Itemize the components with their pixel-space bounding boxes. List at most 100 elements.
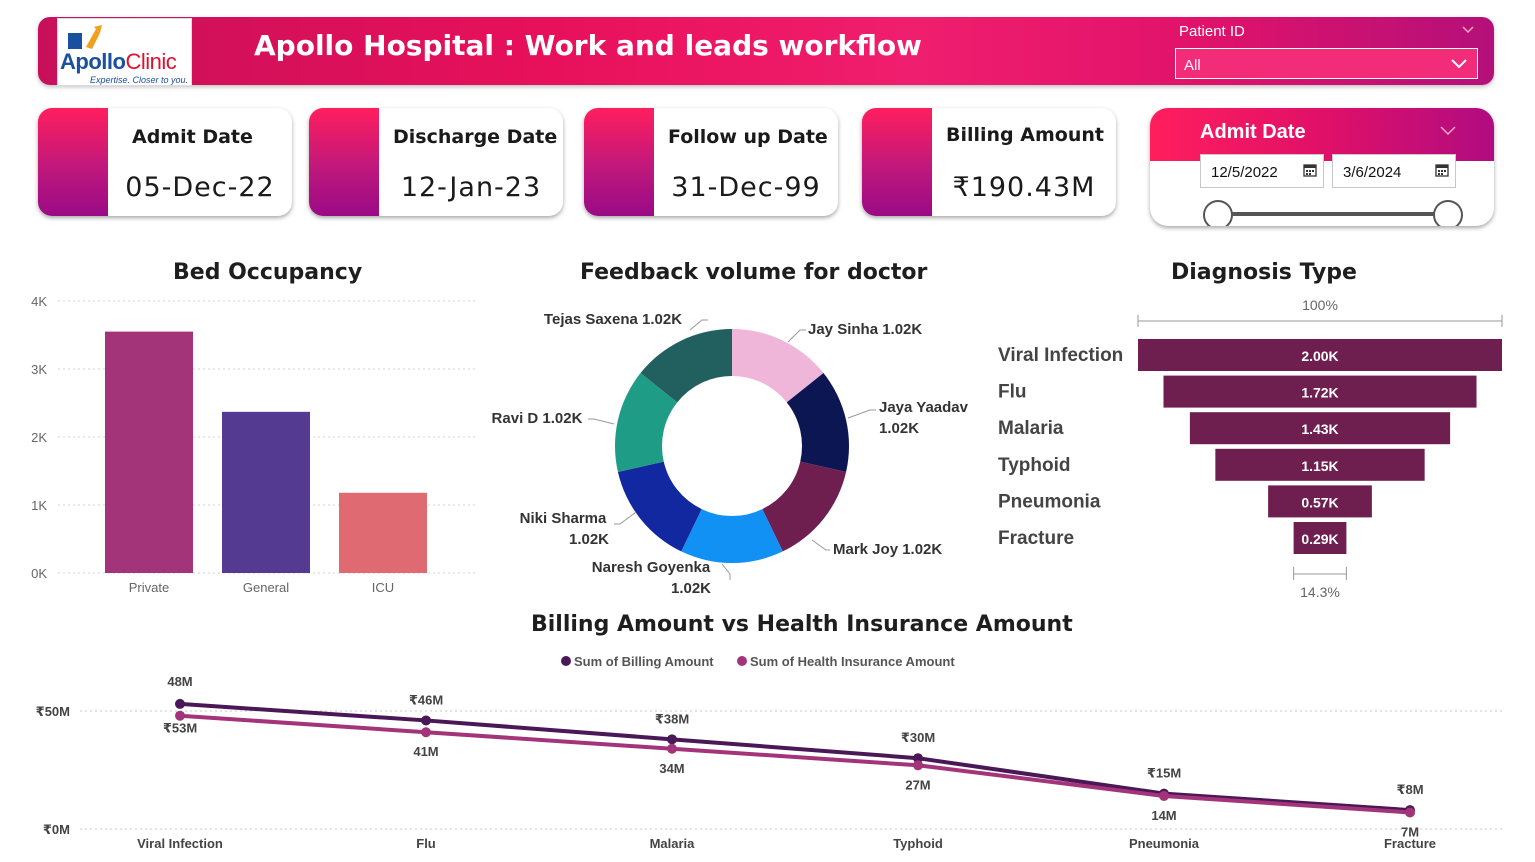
series-line <box>179 701 1411 813</box>
data-point <box>667 743 677 754</box>
start-date-input[interactable]: 12/5/2022 <box>1200 154 1324 188</box>
data-point <box>1159 790 1169 801</box>
y-tick-label: 1K <box>31 498 47 513</box>
patient-id-selected: All <box>1184 57 1201 74</box>
slice-label: Niki Sharma 1.02K <box>520 510 610 548</box>
kpi-value: 31-Dec-99 <box>671 172 821 203</box>
chevron-down-icon[interactable] <box>1440 126 1456 136</box>
end-date-value: 3/6/2024 <box>1343 164 1402 181</box>
funnel-category-label: Malaria <box>998 418 1064 439</box>
slice-label: Mark Joy 1.02K <box>833 541 942 558</box>
page-title: Apollo Hospital : Work and leads workflo… <box>254 29 922 62</box>
feedback-donut-chart: Jay Sinha 1.02K Jaya Yaadav 1.02K Mark Joy … <box>492 311 969 597</box>
patient-id-dropdown[interactable]: All <box>1175 48 1478 79</box>
apollo-logo: ApolloClinic Expertise. Closer to you. <box>57 18 192 86</box>
leader-line <box>614 511 637 525</box>
data-point <box>175 710 185 721</box>
range-end-handle[interactable] <box>1433 200 1463 226</box>
funnel-top-percent: 100% <box>1302 297 1338 313</box>
card-stripe <box>38 108 108 216</box>
insurance-data-label: 34M <box>659 761 684 776</box>
slice-label: Naresh Goyenka 1.02K <box>592 559 711 597</box>
leader-line <box>588 418 615 425</box>
data-point <box>913 753 923 764</box>
billing-data-label: ₹8M <box>1396 782 1423 797</box>
legend-label: Sum of Billing Amount <box>574 654 714 669</box>
funnel-bar <box>1138 339 1502 371</box>
funnel-bottom-percent: 14.3% <box>1300 584 1340 600</box>
x-tick-label: Pneumonia <box>1129 836 1200 851</box>
x-tick-label: Private <box>129 580 169 595</box>
funnel-category-label: Typhoid <box>998 455 1070 476</box>
y-tick-label: 2K <box>31 430 47 445</box>
billing-insurance-line-chart: ₹0M ₹50M Sum of Billing Amount Sum of Healt… <box>36 654 1505 851</box>
kpi-value: 05-Dec-22 <box>125 172 275 203</box>
funnel-bar <box>1268 485 1372 518</box>
billing-data-label: ₹53M <box>163 721 197 736</box>
leader-line <box>689 319 708 331</box>
data-point <box>175 698 185 709</box>
funnel-category-label: Viral Infection <box>998 345 1123 366</box>
y-tick-label: 0K <box>31 566 47 581</box>
slice-label: Jay Sinha 1.02K <box>808 321 922 338</box>
series-line <box>179 713 1411 815</box>
data-point <box>913 760 923 771</box>
funnel-data-label: 0.29K <box>1301 531 1338 547</box>
logo-wordmark: ApolloClinic <box>60 49 177 74</box>
funnel-bar <box>1215 448 1425 481</box>
legend-marker <box>561 656 571 666</box>
legend-marker <box>737 656 747 666</box>
logo-tagline: Expertise. Closer to you. <box>90 75 189 85</box>
insurance-data-label: 48M <box>167 674 192 689</box>
funnel-bar <box>1293 522 1347 554</box>
billing-data-label: ₹15M <box>1147 766 1181 781</box>
insurance-data-label: 7M <box>1401 824 1419 839</box>
start-date-value: 12/5/2022 <box>1211 164 1278 181</box>
diagnosis-funnel-chart: 100% 2.00K Viral Infection 1.72K Flu 1.43K Mal… <box>998 297 1503 600</box>
billing-data-label: ₹30M <box>901 730 935 745</box>
x-tick-label: Viral Infection <box>137 836 223 851</box>
kpi-label: Billing Amount <box>946 124 1104 146</box>
y-tick-label: 4K <box>31 294 47 309</box>
feedback-title: Feedback volume for doctor <box>580 260 928 285</box>
range-start-handle[interactable] <box>1203 200 1233 226</box>
y-tick-label: ₹0M <box>43 822 70 837</box>
x-tick-label: General <box>243 580 289 595</box>
bar-general <box>222 411 310 573</box>
kpi-follow-up-date: Follow up Date 31-Dec-99 <box>584 108 838 216</box>
funnel-bar <box>1163 375 1477 408</box>
kpi-admit-date: Admit Date 05-Dec-22 <box>38 108 292 216</box>
leader-line <box>721 563 731 580</box>
leader-line <box>811 539 830 551</box>
funnel-data-label: 1.72K <box>1301 385 1338 401</box>
funnel-bar <box>1189 412 1451 445</box>
bed-occupancy-chart: 0K 1K 2K 3K 4K Private General ICU <box>31 294 478 595</box>
chevron-down-icon[interactable] <box>1462 26 1474 34</box>
insurance-data-label: 27M <box>905 777 930 792</box>
leader-line <box>787 329 806 343</box>
bar-private <box>105 331 193 573</box>
end-date-input[interactable]: 3/6/2024 <box>1332 154 1456 188</box>
slice-niki-sharma <box>617 461 702 552</box>
calendar-icon[interactable] <box>1303 163 1317 177</box>
date-range-track[interactable] <box>1218 212 1448 216</box>
patient-id-label: Patient ID <box>1179 23 1245 40</box>
kpi-label: Follow up Date <box>668 126 828 148</box>
x-tick-label: Flu <box>416 836 436 851</box>
funnel-category-label: Pneumonia <box>998 491 1101 512</box>
kpi-billing-amount: Billing Amount ₹190.43M <box>862 108 1116 216</box>
y-tick-label: 3K <box>31 362 47 377</box>
billing-vs-insurance-title: Billing Amount vs Health Insurance Amoun… <box>531 612 1073 637</box>
header-banner: Apollo Hospital : Work and leads workflo… <box>38 17 1494 85</box>
card-stripe <box>309 108 379 216</box>
slice-jaya-yaadav <box>786 373 850 473</box>
funnel-data-label: 1.15K <box>1301 458 1338 474</box>
funnel-data-label: 2.00K <box>1301 348 1338 364</box>
bed-occupancy-title: Bed Occupancy <box>173 260 363 285</box>
data-point <box>421 727 431 738</box>
slice-ravi-d <box>615 373 678 473</box>
calendar-icon[interactable] <box>1435 163 1449 177</box>
legend-label: Sum of Health Insurance Amount <box>750 654 955 669</box>
kpi-label: Discharge Date <box>393 126 558 148</box>
